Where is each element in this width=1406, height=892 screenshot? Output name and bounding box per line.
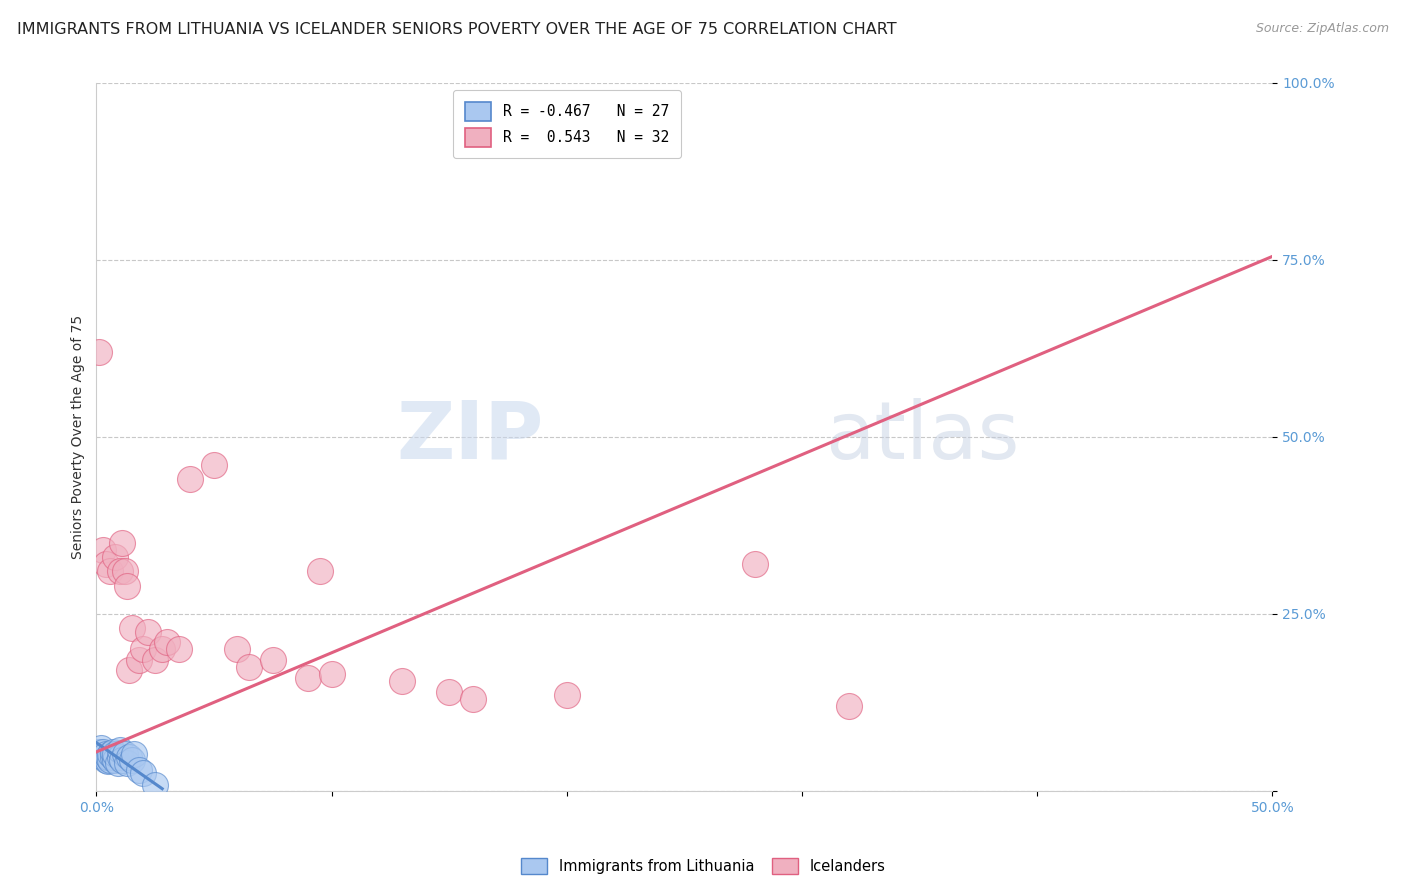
- Point: [118, 749, 141, 764]
- Point: [108, 749, 131, 764]
- Point: [93, 543, 115, 558]
- Point: [744, 558, 766, 572]
- Point: [93, 749, 115, 764]
- Point: [93, 745, 115, 759]
- Point: [122, 747, 145, 761]
- Point: [391, 674, 413, 689]
- Point: [297, 671, 319, 685]
- Point: [97, 749, 120, 764]
- Point: [90, 748, 112, 763]
- Point: [108, 565, 131, 579]
- Point: [838, 698, 860, 713]
- Point: [555, 688, 578, 702]
- Point: [461, 691, 484, 706]
- Legend: R = -0.467   N = 27, R =  0.543   N = 32: R = -0.467 N = 27, R = 0.543 N = 32: [453, 90, 681, 159]
- Point: [111, 536, 134, 550]
- Point: [321, 667, 343, 681]
- Point: [308, 565, 330, 579]
- Text: ZIP: ZIP: [396, 398, 543, 476]
- Legend: Immigrants from Lithuania, Icelanders: Immigrants from Lithuania, Icelanders: [515, 852, 891, 880]
- Point: [143, 778, 166, 792]
- Point: [90, 741, 112, 756]
- Point: [132, 766, 155, 780]
- Point: [128, 763, 150, 777]
- Point: [94, 747, 117, 761]
- Point: [114, 747, 136, 761]
- Text: Source: ZipAtlas.com: Source: ZipAtlas.com: [1256, 22, 1389, 36]
- Point: [111, 753, 134, 767]
- Point: [114, 565, 136, 579]
- Point: [100, 747, 122, 761]
- Point: [262, 653, 284, 667]
- Point: [115, 578, 138, 592]
- Point: [94, 753, 117, 767]
- Point: [107, 756, 129, 770]
- Point: [108, 743, 131, 757]
- Point: [156, 635, 179, 649]
- Point: [143, 653, 166, 667]
- Point: [104, 747, 127, 761]
- Text: IMMIGRANTS FROM LITHUANIA VS ICELANDER SENIORS POVERTY OVER THE AGE OF 75 CORREL: IMMIGRANTS FROM LITHUANIA VS ICELANDER S…: [17, 22, 897, 37]
- Point: [238, 660, 260, 674]
- Point: [179, 472, 201, 486]
- Point: [101, 745, 124, 759]
- Point: [87, 745, 110, 759]
- Text: atlas: atlas: [825, 398, 1019, 476]
- Point: [97, 754, 120, 768]
- Y-axis label: Seniors Poverty Over the Age of 75: Seniors Poverty Over the Age of 75: [72, 315, 86, 559]
- Point: [94, 558, 117, 572]
- Point: [226, 642, 249, 657]
- Point: [136, 624, 159, 639]
- Point: [132, 642, 155, 657]
- Point: [437, 684, 460, 698]
- Point: [100, 565, 122, 579]
- Point: [128, 653, 150, 667]
- Point: [104, 753, 127, 767]
- Point: [202, 458, 225, 473]
- Point: [104, 550, 127, 565]
- Point: [167, 642, 190, 657]
- Point: [121, 753, 143, 767]
- Point: [115, 756, 138, 770]
- Point: [101, 749, 124, 764]
- Point: [118, 664, 141, 678]
- Point: [100, 753, 122, 767]
- Point: [150, 642, 173, 657]
- Point: [87, 345, 110, 359]
- Point: [121, 621, 143, 635]
